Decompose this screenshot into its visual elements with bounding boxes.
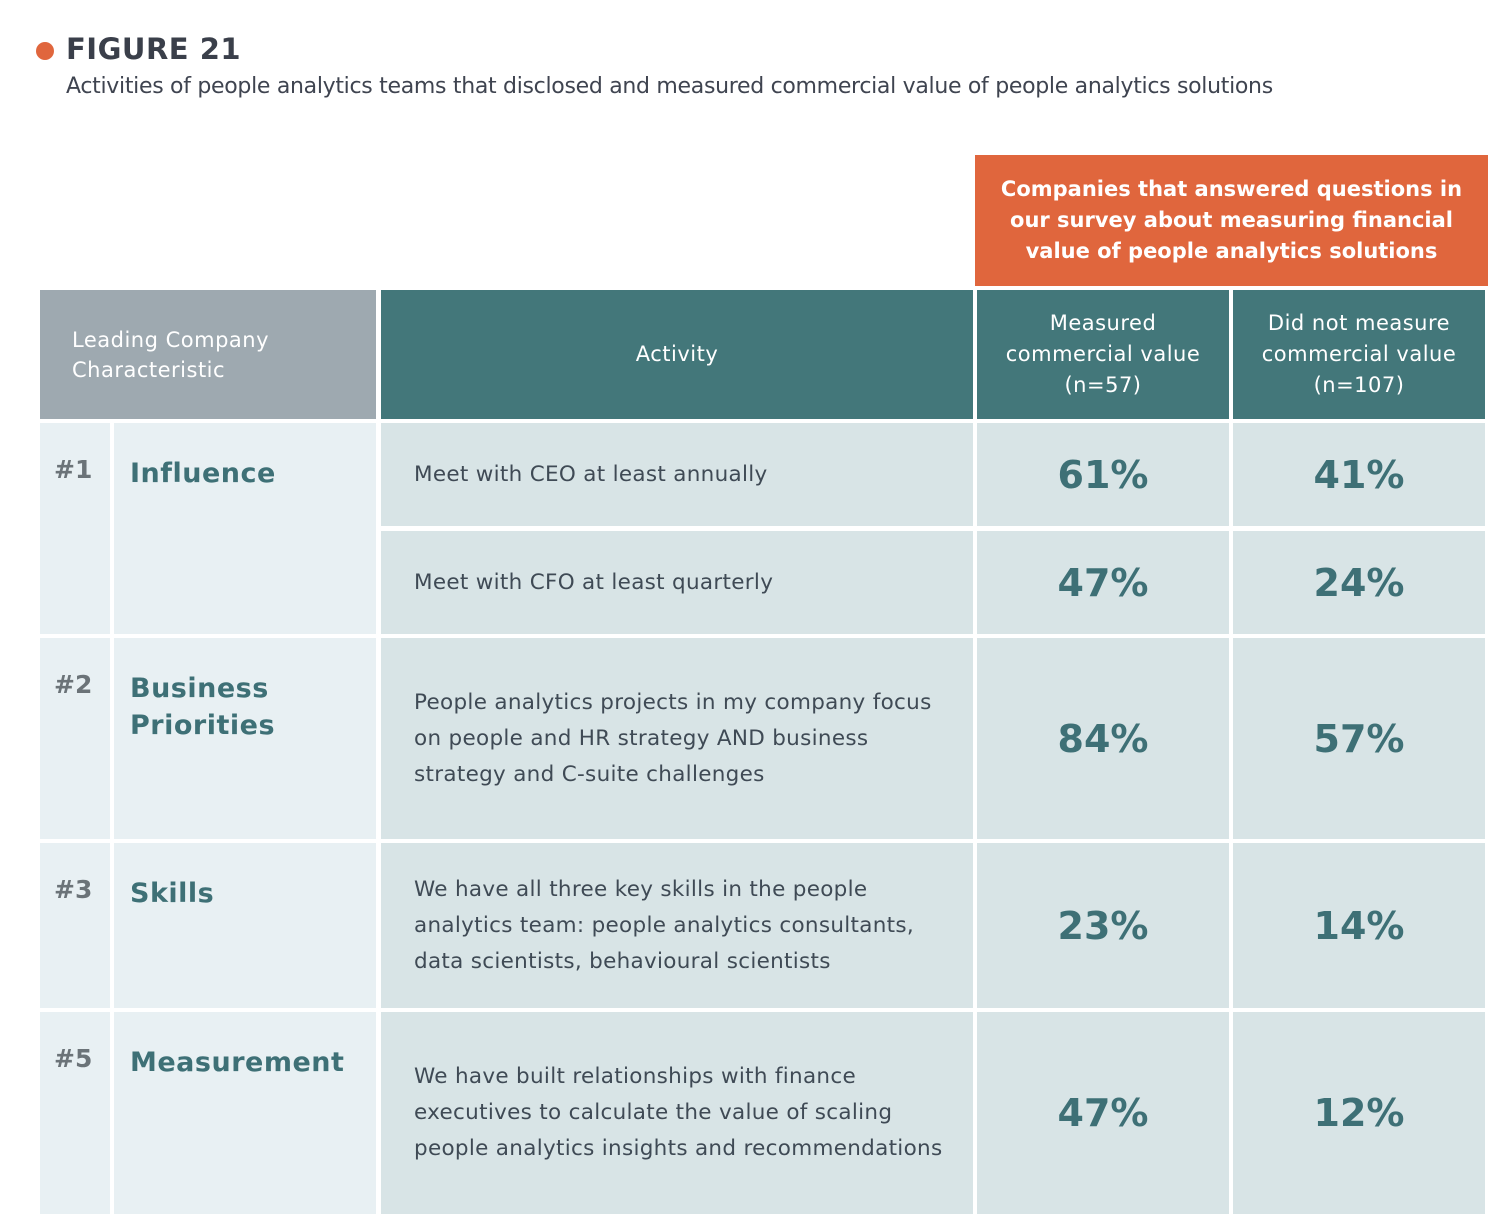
characteristic-cell: Influence bbox=[114, 423, 376, 634]
column-header-measured: Measured commercial value (n=57) bbox=[977, 290, 1229, 419]
measured-value: 61% bbox=[977, 423, 1229, 526]
measured-value: 47% bbox=[977, 531, 1229, 634]
not-measured-value: 12% bbox=[1233, 1012, 1485, 1214]
figure-subtitle: Activities of people analytics teams tha… bbox=[66, 74, 1273, 99]
not-measured-value: 41% bbox=[1233, 423, 1485, 526]
not-measured-value: 57% bbox=[1233, 638, 1485, 839]
rank-cell: #3 bbox=[40, 843, 110, 1008]
figure-label: FIGURE 21 bbox=[66, 32, 242, 66]
characteristic-cell: Measurement bbox=[114, 1012, 376, 1214]
figure-bullet-icon bbox=[36, 42, 54, 60]
activity-cell: People analytics projects in my company … bbox=[381, 638, 973, 839]
measured-value: 47% bbox=[977, 1012, 1229, 1214]
measured-value: 23% bbox=[977, 843, 1229, 1008]
activity-cell: Meet with CEO at least annually bbox=[381, 423, 973, 526]
characteristic-cell: Business Priorities bbox=[114, 638, 376, 839]
measured-value: 84% bbox=[977, 638, 1229, 839]
column-header-activity: Activity bbox=[381, 290, 973, 419]
activity-cell: We have all three key skills in the peop… bbox=[381, 843, 973, 1008]
rank-cell: #5 bbox=[40, 1012, 110, 1214]
column-header-characteristic: Leading Company Characteristic bbox=[40, 290, 376, 419]
rank-cell: #1 bbox=[40, 423, 110, 634]
characteristic-cell: Skills bbox=[114, 843, 376, 1008]
column-header-not-measured: Did not measure commercial value (n=107) bbox=[1233, 290, 1485, 419]
not-measured-value: 14% bbox=[1233, 843, 1485, 1008]
not-measured-value: 24% bbox=[1233, 531, 1485, 634]
activity-cell: Meet with CFO at least quarterly bbox=[381, 531, 973, 634]
rank-cell: #2 bbox=[40, 638, 110, 839]
activity-cell: We have built relationships with finance… bbox=[381, 1012, 973, 1214]
group-header: Companies that answered questions in our… bbox=[975, 155, 1488, 286]
